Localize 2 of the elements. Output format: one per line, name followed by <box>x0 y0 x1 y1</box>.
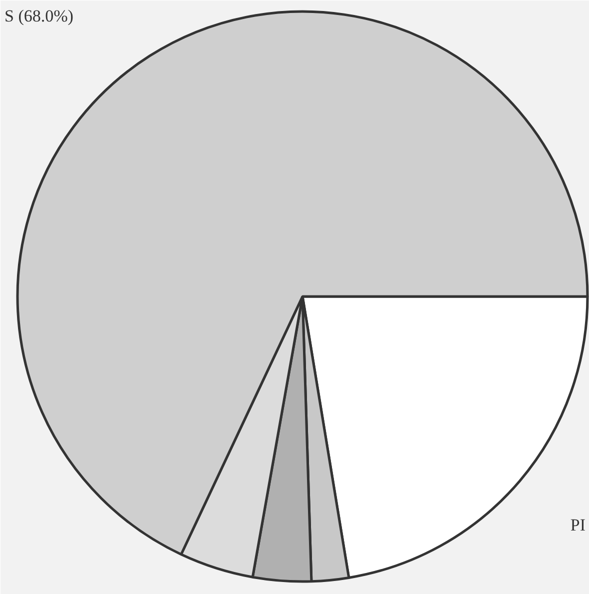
slice-label: S (68.0%) <box>4 6 74 26</box>
slice-label: PI <box>570 516 586 534</box>
